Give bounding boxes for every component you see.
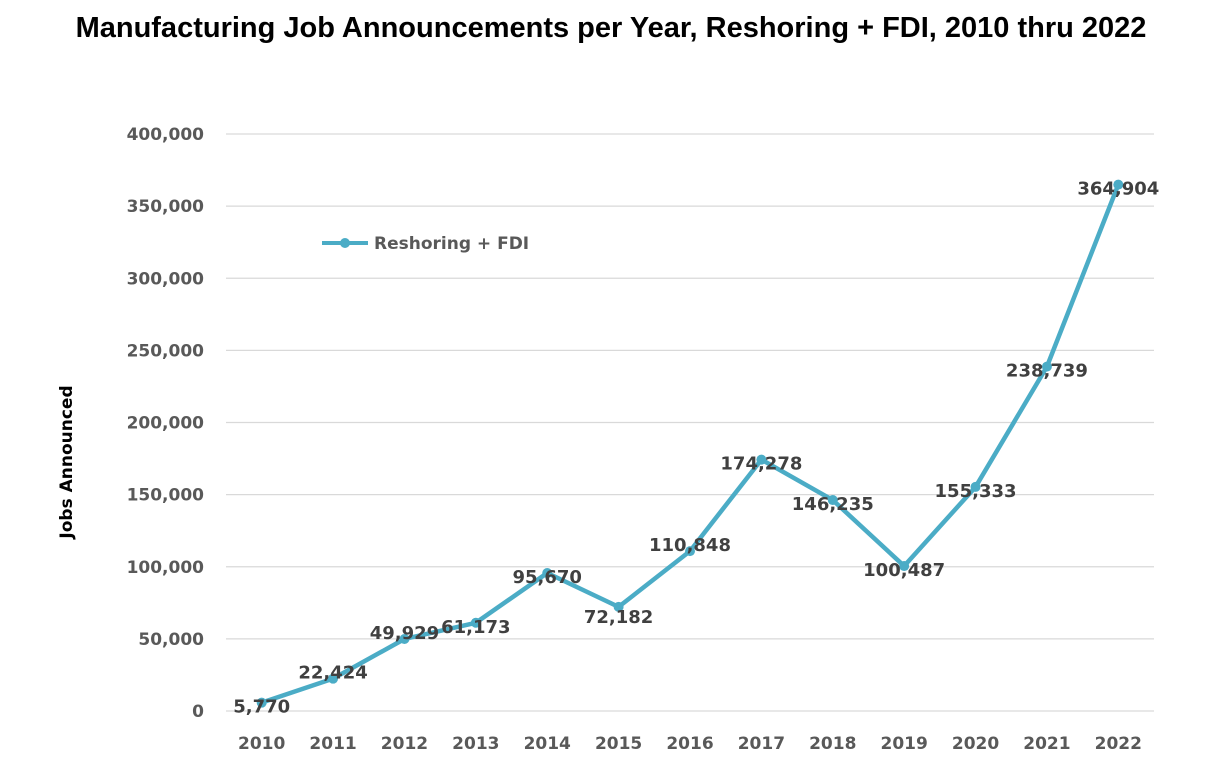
data-point (1041, 361, 1052, 372)
x-tick-label: 2022 (1095, 734, 1142, 754)
data-label: 100,487 (863, 560, 945, 581)
y-tick-label: 0 (192, 702, 204, 722)
y-axis-ticks: 0 50,000 100,000 150,000 200,000 250,000 300,0… (127, 125, 205, 722)
chart-title: Manufacturing Job Announcements per Year… (75, 12, 1147, 44)
data-label: 146,235 (792, 494, 874, 515)
data-point (399, 633, 410, 644)
legend-label: Reshoring + FDI (374, 234, 529, 254)
data-label: 72,182 (584, 607, 653, 628)
y-axis-label: Jobs Announced (57, 385, 77, 539)
data-label: 95,670 (512, 567, 581, 588)
x-tick-label: 2019 (880, 734, 927, 754)
data-label: 155,333 (935, 481, 1017, 502)
data-label: 238,739 (1006, 361, 1088, 382)
data-point (470, 617, 481, 628)
x-axis-ticks: 2010 2011 2012 2013 2014 2015 2016 2017 2018 2019… (238, 734, 1142, 754)
x-tick-label: 2011 (309, 734, 356, 754)
data-label: 49,929 (370, 623, 439, 644)
data-label: 110,848 (649, 535, 731, 556)
legend: Reshoring + FDI (322, 234, 529, 254)
x-tick-label: 2012 (381, 734, 428, 754)
y-tick-label: 150,000 (127, 486, 205, 506)
data-point (542, 567, 553, 578)
y-tick-label: 100,000 (127, 558, 205, 578)
data-label: 174,278 (720, 454, 802, 475)
data-point (256, 697, 267, 708)
x-tick-label: 2017 (738, 734, 785, 754)
data-point (899, 561, 910, 572)
x-tick-label: 2016 (666, 734, 713, 754)
y-tick-label: 50,000 (138, 630, 204, 650)
data-label: 5,770 (233, 697, 290, 718)
x-tick-label: 2020 (952, 734, 999, 754)
data-label: 364,904 (1077, 179, 1159, 200)
x-tick-label: 2018 (809, 734, 856, 754)
data-label: 61,173 (441, 617, 510, 638)
data-point (1113, 179, 1124, 190)
x-tick-label: 2021 (1023, 734, 1070, 754)
gridlines (226, 133, 1154, 712)
data-point (827, 495, 838, 506)
data-label: 22,424 (298, 663, 367, 684)
y-tick-label: 400,000 (127, 125, 205, 145)
y-tick-label: 350,000 (127, 197, 205, 217)
data-point (685, 546, 695, 557)
legend-marker (340, 238, 350, 248)
data-point (328, 673, 339, 684)
y-tick-label: 300,000 (127, 269, 205, 289)
series-reshoring-fdi (256, 179, 1124, 708)
x-tick-label: 2014 (524, 734, 571, 754)
x-tick-label: 2015 (595, 734, 642, 754)
y-tick-label: 200,000 (127, 414, 205, 434)
x-tick-label: 2010 (238, 734, 285, 754)
data-point (756, 454, 767, 465)
x-tick-label: 2013 (452, 734, 499, 754)
data-point (613, 601, 624, 612)
data-point (970, 481, 981, 492)
y-tick-label: 250,000 (127, 341, 205, 361)
